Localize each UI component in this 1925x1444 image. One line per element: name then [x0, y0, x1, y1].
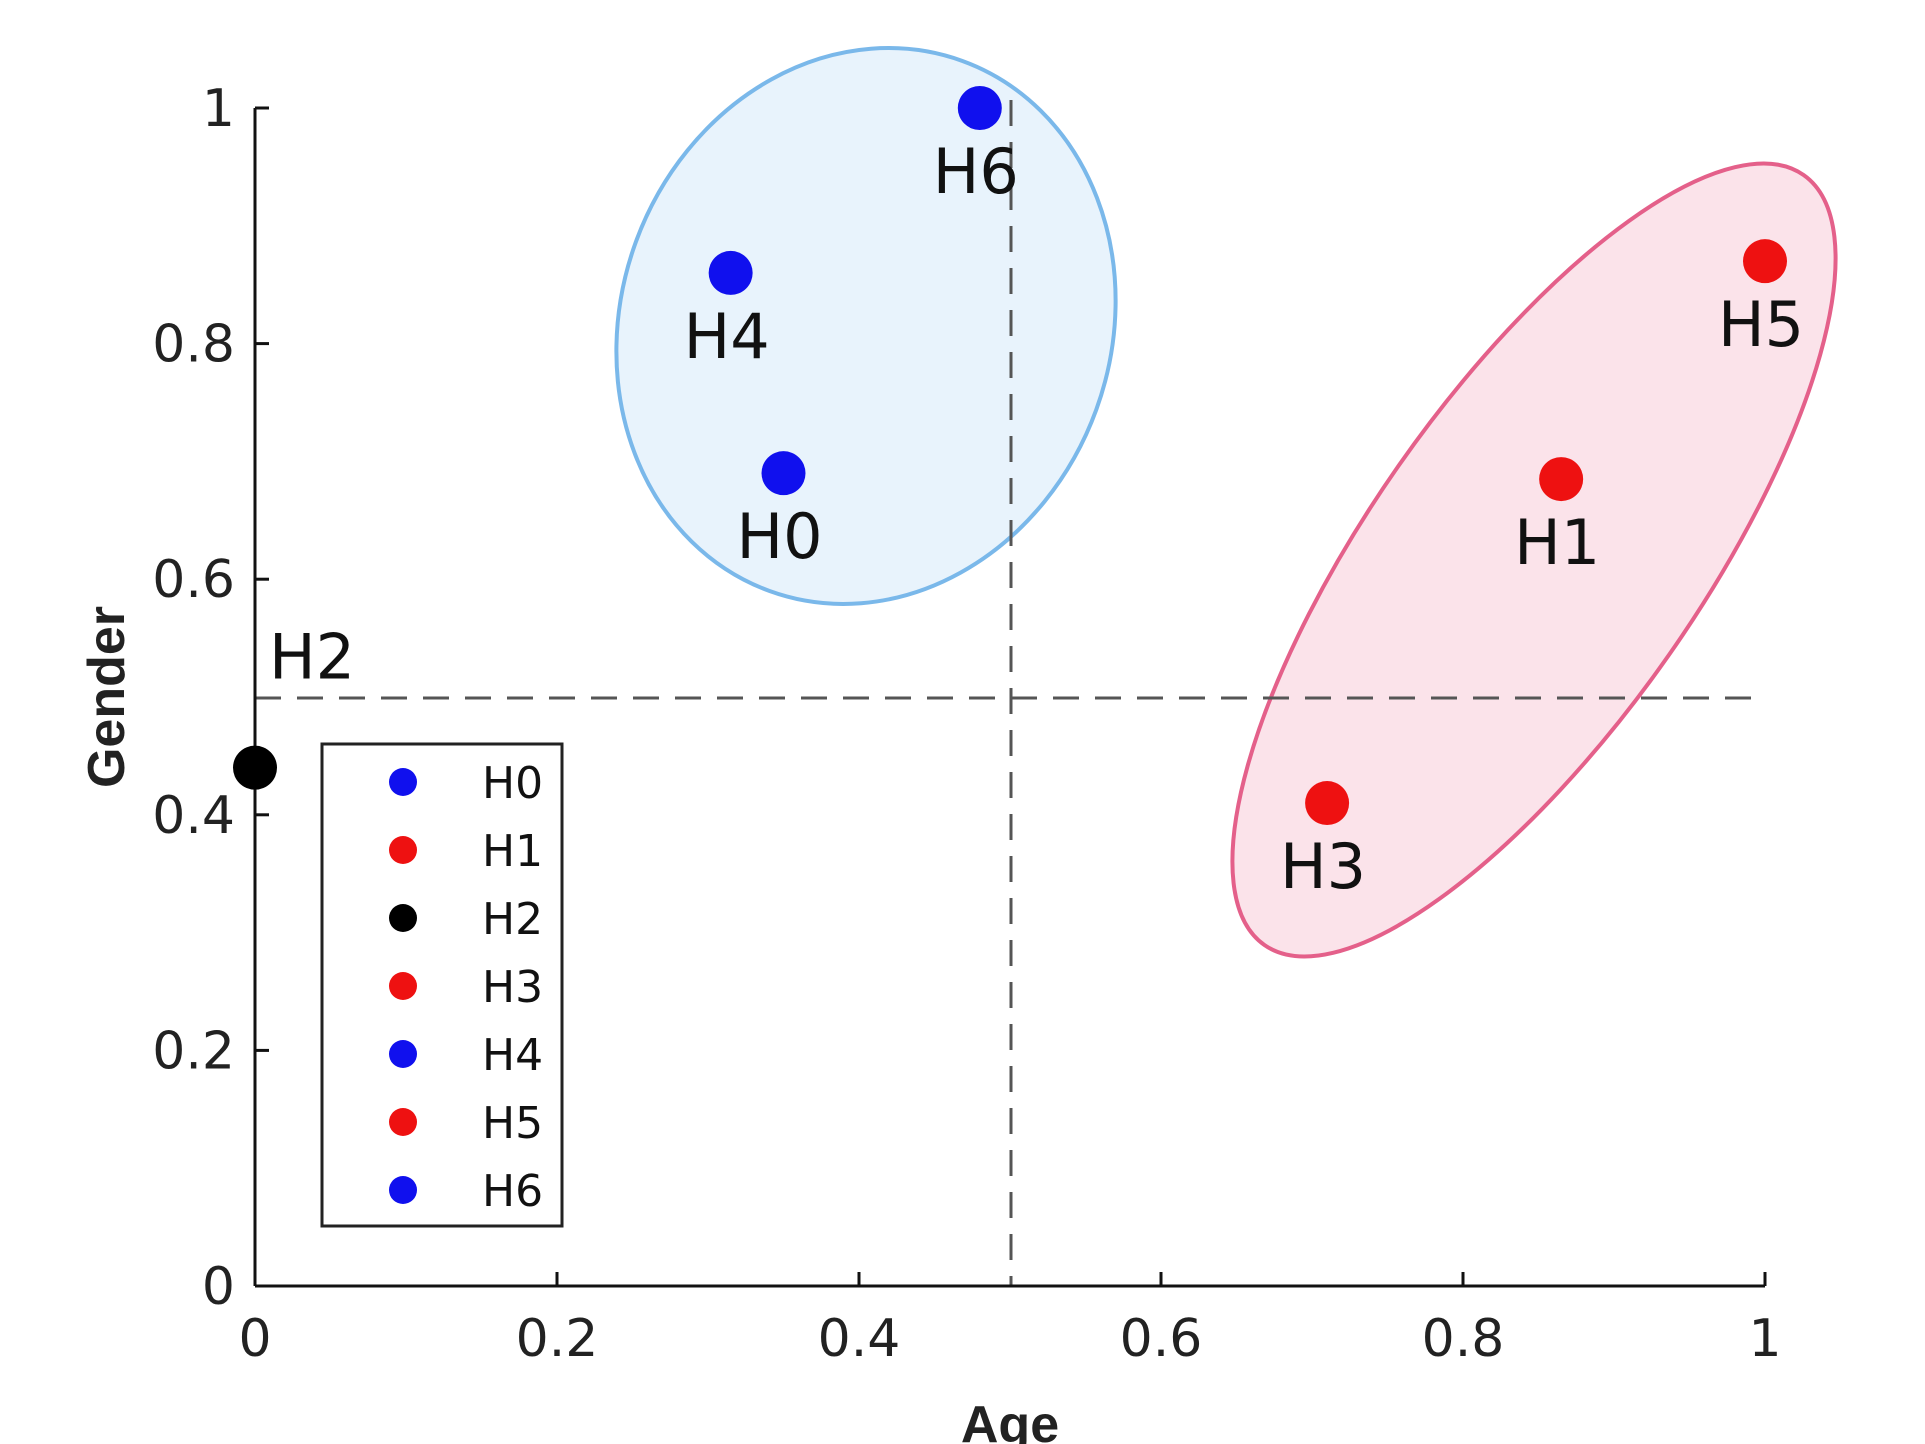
- x-tick-label: 0.6: [1120, 1309, 1203, 1369]
- legend-label-h4: H4: [482, 1030, 543, 1081]
- y-tick-label: 1: [202, 79, 235, 139]
- data-point-h4: [708, 250, 753, 295]
- legend-marker-h5: [389, 1108, 417, 1136]
- x-tick-label: 0.2: [516, 1309, 599, 1369]
- y-tick-label: 0.6: [152, 550, 235, 610]
- legend-label-h3: H3: [482, 962, 543, 1013]
- x-tick-label: 0.4: [818, 1309, 901, 1369]
- data-point-h2: [233, 745, 277, 790]
- data-point-h1: [1539, 457, 1584, 502]
- point-label-h5: H5: [1718, 288, 1804, 361]
- legend-box: [320, 742, 564, 1228]
- legend-label-h2: H2: [482, 894, 543, 945]
- legend-label-h6: H6: [482, 1166, 543, 1217]
- data-point-h5: [1743, 239, 1787, 284]
- point-label-h1: H1: [1514, 506, 1600, 579]
- cluster-blue-region: [614, 46, 1118, 606]
- y-tick-label: 0.2: [152, 1021, 235, 1081]
- point-label-h0: H0: [736, 500, 822, 573]
- legend-label-h1: H1: [482, 826, 543, 877]
- point-label-h3: H3: [1280, 830, 1366, 903]
- cluster-red-region: [1230, 161, 1838, 959]
- y-tick-label: 0.8: [152, 315, 235, 375]
- legend-marker-h4: [389, 1040, 417, 1068]
- x-tick-label: 0: [238, 1309, 271, 1369]
- x-axis-title: Age: [961, 1396, 1059, 1444]
- legend-label-h5: H5: [482, 1098, 543, 1149]
- y-axis-title: Gender: [78, 606, 136, 788]
- legend-marker-h0: [389, 768, 417, 796]
- point-label-h2: H2: [269, 621, 355, 694]
- y-tick-label: 0.4: [152, 786, 235, 846]
- x-tick-label: 0.8: [1422, 1309, 1505, 1369]
- legend-marker-h2: [389, 904, 417, 932]
- legend-label-h0: H0: [482, 758, 543, 809]
- point-label-h4: H4: [684, 300, 770, 373]
- legend-marker-h3: [389, 972, 417, 1000]
- legend-marker-h6: [389, 1176, 417, 1204]
- data-point-h6: [957, 86, 1002, 130]
- data-point-h0: [761, 451, 806, 496]
- y-tick-label: 0: [202, 1257, 235, 1317]
- data-point-h3: [1305, 781, 1350, 826]
- legend-marker-h1: [389, 836, 417, 864]
- x-tick-label: 1: [1748, 1309, 1781, 1369]
- point-label-h6: H6: [933, 135, 1019, 208]
